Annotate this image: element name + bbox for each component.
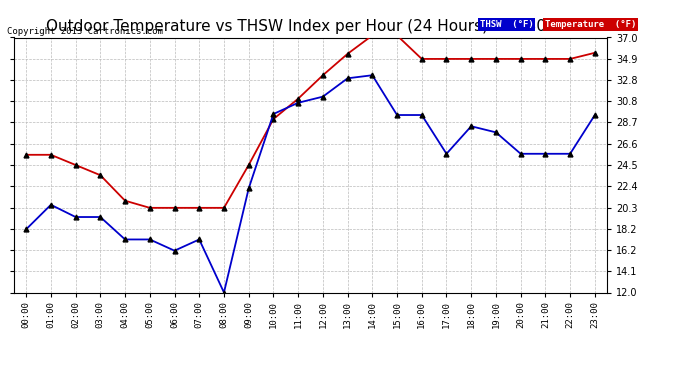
Text: Temperature  (°F): Temperature (°F) [545, 20, 636, 29]
Text: Copyright 2013 Cartronics.com: Copyright 2013 Cartronics.com [7, 27, 163, 36]
Title: Outdoor Temperature vs THSW Index per Hour (24 Hours)  20130105: Outdoor Temperature vs THSW Index per Ho… [46, 18, 575, 33]
Text: THSW  (°F): THSW (°F) [480, 20, 533, 29]
